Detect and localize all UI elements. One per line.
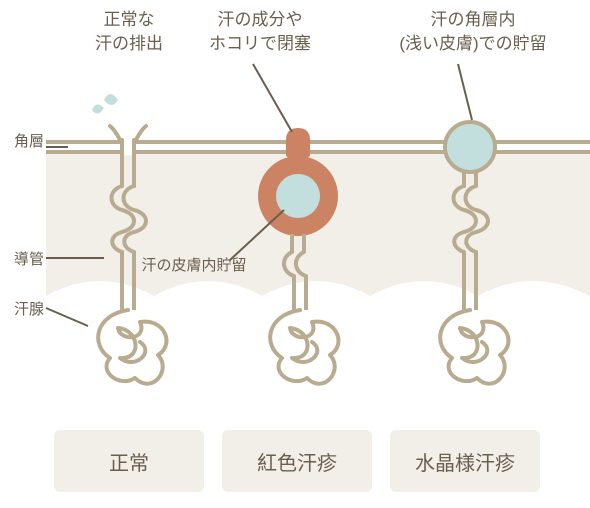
bottom-box-normal: 正常 <box>54 430 204 492</box>
top-label-blocked-l1: 汗の成分や <box>218 10 303 29</box>
sweat-drop-2 <box>104 94 118 105</box>
top-label-stratum-l2: (浅い皮膚)での貯留 <box>399 34 546 53</box>
connector-blocked <box>253 64 292 132</box>
top-label-normal: 正常な 汗の排出 <box>74 8 184 56</box>
top-label-normal-l1: 正常な <box>104 10 155 29</box>
bottom-box-crystallina-label: 水晶様汗疹 <box>415 447 515 476</box>
bottom-box-crystallina: 水晶様汗疹 <box>390 430 540 492</box>
inner-label-retention: 汗の皮膚内貯留 <box>124 254 264 275</box>
top-label-blocked-l2: ホコリで閉塞 <box>209 34 311 53</box>
top-label-stratum-l1: 汗の角層内 <box>431 10 516 29</box>
top-label-normal-l2: 汗の排出 <box>95 34 163 53</box>
sweat-drop-1 <box>92 104 104 113</box>
side-label-gland: 汗腺 <box>0 298 44 319</box>
bottom-box-rubra: 紅色汗疹 <box>222 430 372 492</box>
side-label-duct: 導管 <box>0 248 44 269</box>
top-label-blocked: 汗の成分や ホコリで閉塞 <box>195 8 325 56</box>
bottom-box-rubra-label: 紅色汗疹 <box>257 447 337 476</box>
side-label-stratum-corneum: 角層 <box>0 130 44 151</box>
connector-stratum <box>458 64 472 120</box>
top-label-stratum: 汗の角層内 (浅い皮膚)での貯留 <box>378 8 568 56</box>
bottom-box-normal-label: 正常 <box>109 447 149 476</box>
